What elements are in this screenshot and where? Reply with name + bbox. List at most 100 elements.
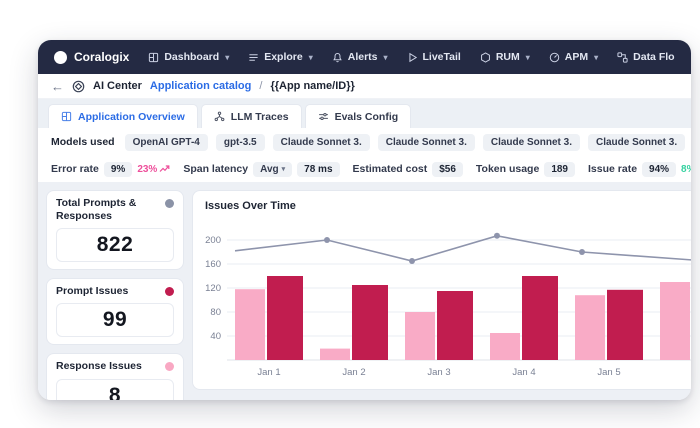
svg-text:Jan 3: Jan 3: [427, 367, 450, 378]
metric-token-usage: Token usage 189: [475, 161, 575, 177]
main-content: Total Prompts & Responses 822 Prompt Issue…: [38, 182, 691, 400]
nav-item-label: LiveTail: [422, 51, 461, 63]
svg-text:Jan 5: Jan 5: [597, 367, 620, 378]
back-arrow-icon[interactable]: ←: [51, 78, 64, 94]
svg-text:Jan 4: Jan 4: [512, 367, 535, 378]
metric-value: 189: [544, 161, 575, 177]
metric-value: 9%: [103, 161, 133, 177]
nav-item-label: Explore: [264, 51, 303, 63]
tab-label: Evals Config: [334, 110, 399, 123]
nav-item-data-flo[interactable]: Data Flo: [617, 51, 675, 63]
stat-card-prompt-issues: Prompt Issues 99: [46, 278, 184, 346]
metric-label: Span latency: [183, 163, 249, 175]
stat-card-color-dot: [165, 287, 174, 297]
svg-text:160: 160: [205, 259, 221, 270]
nav-item-label: Dashboard: [164, 51, 220, 63]
ai-center-icon: [72, 80, 85, 93]
stat-card-color-dot: [165, 199, 174, 208]
data-flow-icon: [617, 51, 628, 63]
metric-trend: 8%: [681, 164, 691, 175]
chevron-down-icon: ▾: [225, 52, 230, 62]
chart-svg: 40 80 120 160 200 Jan 1 Jan 2 Jan 3 Jan 4 Jan 5: [205, 232, 691, 378]
chevron-down-icon: ▾: [594, 52, 599, 62]
brand-name: Coralogix: [74, 50, 130, 64]
stat-card-header: Total Prompts & Responses: [56, 197, 174, 223]
gauge-icon: [549, 52, 560, 63]
sliders-icon: [318, 111, 329, 122]
metric-label: Error rate: [51, 163, 99, 175]
nav-item-alerts[interactable]: Alerts ▾: [332, 51, 388, 63]
metric-aggregation-dropdown[interactable]: Avg ▾: [253, 161, 293, 177]
model-chip: OpenAI GPT-4: [124, 133, 208, 151]
metric-label: Issue rate: [588, 163, 638, 175]
stat-card-total-prompts-responses: Total Prompts & Responses 822: [46, 190, 184, 271]
svg-text:80: 80: [210, 307, 221, 318]
issues-over-time-panel: Issues Over Time 40 80 120 160 200 Jan 1 Jan 2…: [192, 190, 691, 390]
stat-card-title: Prompt Issues: [56, 285, 129, 298]
model-chip: Claude Sonnet 3.: [482, 133, 580, 151]
top-navbar: Coralogix Dashboard ▾ Explore ▾ Alerts ▾ LiveT…: [38, 40, 691, 74]
nav-item-rum[interactable]: RUM ▾: [480, 51, 530, 63]
nav-item-label: RUM: [495, 51, 520, 63]
model-chip: Claude Sonnet 3.: [377, 133, 475, 151]
breadcrumb-separator: /: [259, 80, 263, 92]
issues-over-time-chart: 40 80 120 160 200 Jan 1 Jan 2 Jan 3 Jan 4 Jan 5: [193, 214, 691, 389]
app-window: Coralogix Dashboard ▾ Explore ▾ Alerts ▾ LiveT…: [38, 40, 691, 400]
metric-issue-rate: Issue rate 94% 8%: [588, 161, 691, 177]
traces-icon: [214, 111, 225, 122]
dashboard-grid-icon: [148, 52, 159, 63]
chevron-down-icon: ▾: [383, 52, 388, 62]
svg-text:200: 200: [205, 235, 221, 246]
metric-label: Estimated cost: [352, 163, 428, 175]
stat-card-color-dot: [165, 362, 174, 372]
metric-trend-value: 23%: [137, 163, 158, 175]
nav-item-apm[interactable]: APM ▾: [549, 51, 598, 63]
chevron-down-icon: ▾: [281, 166, 286, 173]
stat-card-header: Prompt Issues: [56, 285, 174, 298]
breadcrumb-link-application-catalog[interactable]: Application catalog: [149, 80, 252, 92]
explore-list-icon: [248, 52, 259, 63]
stat-card-value: 822: [56, 228, 174, 263]
tab-application-overview[interactable]: Application Overview: [48, 104, 198, 128]
tab-label: Application Overview: [78, 110, 185, 123]
metrics-row: Error rate 9% 23% Span latency Avg ▾ 78 ms Esti…: [38, 156, 691, 182]
stat-card-title: Response Issues: [56, 360, 142, 373]
tab-llm-traces[interactable]: LLM Traces: [200, 104, 302, 128]
tab-evals-config[interactable]: Evals Config: [304, 104, 412, 128]
metric-value: 94%: [642, 161, 677, 177]
metric-value: 78 ms: [297, 161, 340, 177]
hexagon-icon: [480, 51, 491, 63]
nav-item-livetail[interactable]: LiveTail: [407, 51, 461, 63]
metric-label: Token usage: [475, 163, 540, 175]
svg-text:40: 40: [210, 331, 221, 342]
svg-text:Jan 2: Jan 2: [342, 367, 365, 378]
stat-card-response-issues: Response Issues 8: [46, 353, 184, 400]
metric-estimated-cost: Estimated cost $56: [352, 161, 463, 177]
metric-dropdown-value: Avg: [260, 163, 279, 175]
coralogix-logo-icon: [54, 50, 67, 64]
grid-icon: [61, 111, 72, 122]
nav-item-explore[interactable]: Explore ▾: [248, 51, 313, 63]
models-used-label: Models used: [51, 136, 115, 148]
stat-card-value: 8: [56, 378, 174, 400]
tab-strip: Application Overview LLM Traces Evals Conf…: [38, 99, 691, 128]
nav-item-label: APM: [564, 51, 589, 63]
chevron-down-icon: ▾: [525, 52, 530, 62]
play-icon: [407, 52, 418, 63]
nav-item-label: Alerts: [347, 51, 378, 63]
nav-item-label: Data Flo: [633, 51, 675, 63]
chevron-down-icon: ▾: [308, 52, 313, 62]
stat-card-header: Response Issues: [56, 360, 174, 373]
metric-error-rate: Error rate 9% 23%: [51, 161, 170, 177]
page-header: ← AI Center Application catalog / {{App …: [38, 74, 691, 99]
metric-trend-value: 8%: [681, 163, 691, 175]
chart-title: Issues Over Time: [205, 200, 296, 212]
nav-item-dashboard[interactable]: Dashboard ▾: [148, 51, 229, 63]
trend-up-icon: [159, 164, 170, 174]
model-chip: Claude Sonnet 3.: [272, 133, 370, 151]
coralogix-logo[interactable]: Coralogix: [54, 50, 129, 64]
page-title: AI Center: [93, 80, 142, 92]
metric-trend: 23%: [137, 164, 170, 175]
breadcrumb-current: {{App name/ID}}: [270, 80, 355, 92]
metric-span-latency: Span latency Avg ▾ 78 ms: [183, 161, 340, 177]
